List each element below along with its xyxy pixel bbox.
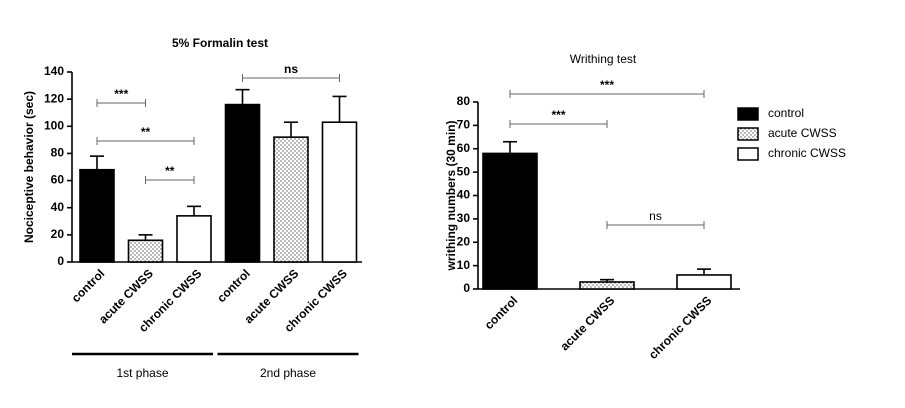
- y-tick-label: 0: [463, 281, 470, 295]
- x-tick-label: control: [482, 293, 521, 332]
- y-tick-label: 40: [457, 188, 471, 202]
- bar: [273, 136, 309, 263]
- significance-label: ***: [551, 108, 565, 122]
- y-tick-label: 80: [51, 146, 65, 160]
- significance-label: ***: [114, 87, 128, 101]
- y-tick-label: 100: [44, 118, 64, 132]
- y-tick-label: 40: [51, 200, 65, 214]
- significance-label: ns: [649, 209, 662, 223]
- group-label: 2nd phase: [260, 366, 316, 380]
- x-tick-label: acute CWSS: [557, 293, 617, 353]
- y-tick-label: 20: [51, 227, 65, 241]
- y-tick-label: 10: [457, 258, 471, 272]
- legend-swatch: [737, 147, 759, 161]
- y-tick-label: 120: [44, 91, 64, 105]
- bar: [579, 281, 635, 290]
- x-tick-label: control: [214, 266, 253, 305]
- bar: [79, 168, 115, 263]
- bar: [482, 152, 538, 290]
- bar: [127, 239, 164, 263]
- y-tick-label: 70: [457, 118, 471, 132]
- legend-swatch: [737, 107, 759, 121]
- x-tick-label: chronic CWSS: [646, 293, 714, 361]
- x-tick-label: control: [69, 266, 108, 305]
- y-tick-label: 0: [57, 254, 64, 268]
- y-axis-label: Nociceptive behavior (sec): [22, 91, 36, 243]
- chart-title: 5% Formalin test: [172, 36, 268, 50]
- group-label: 1st phase: [116, 366, 168, 380]
- legend-label: chronic CWSS: [768, 146, 846, 160]
- significance-label: **: [141, 125, 151, 139]
- bar: [321, 121, 358, 263]
- legend-label: acute CWSS: [768, 126, 837, 140]
- y-tick-label: 140: [44, 64, 64, 78]
- y-tick-label: 30: [457, 211, 471, 225]
- y-axis-label: writhing numbers (30 min): [444, 120, 458, 271]
- y-tick-label: 20: [457, 234, 471, 248]
- significance-label: ns: [284, 62, 298, 76]
- bar: [176, 215, 212, 263]
- bar: [224, 103, 261, 263]
- significance-label: ***: [600, 78, 614, 92]
- significance-label: **: [165, 164, 175, 178]
- y-tick-label: 60: [457, 141, 471, 155]
- y-tick-label: 60: [51, 173, 65, 187]
- y-tick-label: 80: [457, 94, 471, 108]
- chart-title: Writhing test: [570, 52, 637, 66]
- legend-label: control: [768, 106, 804, 120]
- y-tick-label: 50: [457, 164, 471, 178]
- bar: [676, 274, 732, 290]
- legend-swatch: [737, 127, 759, 141]
